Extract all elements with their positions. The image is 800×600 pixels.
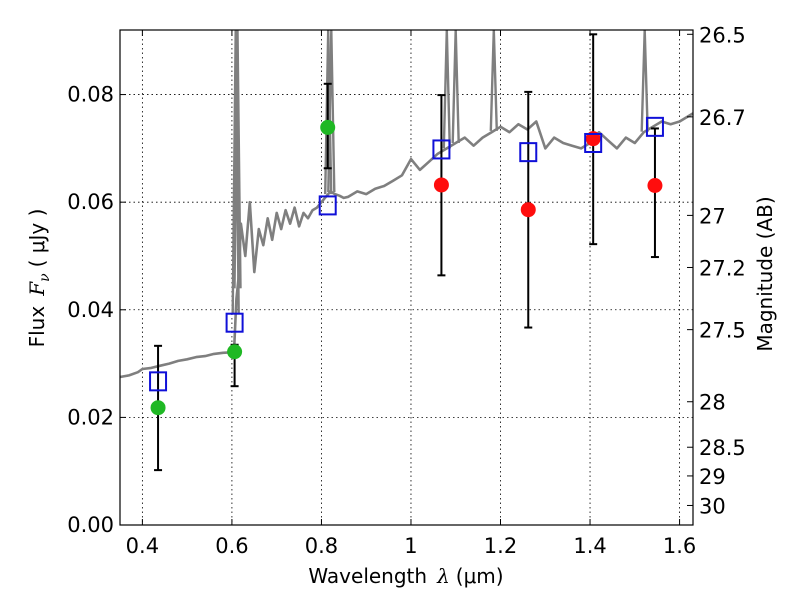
- grid: [120, 30, 693, 526]
- magnitude-tick-label: 30: [699, 494, 726, 518]
- x-tick-label: 0.8: [305, 534, 338, 558]
- model-photometry-square: [519, 142, 538, 163]
- magnitude-tick-label: 27.2: [699, 256, 746, 280]
- x-axis-label-text: Wavelength: [308, 564, 427, 588]
- data-point-circle: [520, 202, 536, 218]
- x-tick-label: 1.6: [663, 534, 696, 558]
- model-photometry-square: [645, 116, 664, 137]
- y-tick-label: 0.00: [67, 513, 114, 537]
- x-axis-label-symbol: λ: [436, 564, 450, 588]
- y-tick-label: 0.06: [67, 190, 114, 214]
- magnitude-tick-label: 28: [699, 391, 726, 415]
- y-axis-label: Flux Fν ( μJy ): [25, 209, 53, 348]
- model-photometry-square: [432, 139, 451, 160]
- magnitude-tick-label: 27: [699, 204, 726, 228]
- emission-line-spike: [489, 29, 498, 131]
- model-photometry-square: [225, 312, 244, 333]
- magnitude-tick-label: 26.7: [699, 106, 746, 130]
- data-point-circle: [320, 119, 336, 135]
- model-photometry-square: [584, 132, 603, 153]
- markers: [149, 116, 664, 416]
- y-axis-label-symbol: F: [25, 281, 49, 297]
- y-tick-label: 0.02: [67, 405, 114, 429]
- emission-line-spike: [451, 29, 460, 144]
- spectrum-line: [119, 112, 694, 379]
- x-tick-label: 1.2: [484, 534, 517, 558]
- model-photometry-square: [149, 371, 168, 392]
- magnitude-tick-label: 29: [699, 465, 726, 489]
- x-axis-label: Wavelength λ (μm): [308, 564, 503, 588]
- magnitude-axis-label: Magnitude (AB): [753, 196, 777, 351]
- x-tick-label: 1: [404, 534, 417, 558]
- y-tick-label: 0.04: [67, 298, 114, 322]
- plot-frame: [119, 29, 694, 526]
- data-point-circle: [227, 344, 243, 360]
- y-axis-label-text: Flux: [25, 306, 49, 348]
- y-axis-label-subscript: ν: [37, 273, 53, 282]
- x-tick-label: 0.4: [126, 534, 159, 558]
- data-point-circle: [647, 177, 663, 193]
- x-axis-label-unit: (μm): [456, 564, 504, 588]
- magnitude-tick-label: 27.5: [699, 319, 746, 343]
- y-axis-label-unit: ( μJy ): [25, 209, 49, 268]
- magnitude-tick-label: 26.5: [699, 23, 746, 47]
- emission-line-spike: [442, 29, 451, 149]
- model-photometry-square: [318, 195, 337, 216]
- y-tick-label: 0.08: [67, 83, 114, 107]
- model-spectrum: [119, 29, 694, 379]
- data-point-circle: [150, 400, 166, 416]
- data-point-circle: [433, 177, 449, 193]
- error-bars: [154, 33, 659, 472]
- x-tick-label: 1.4: [573, 534, 606, 558]
- x-tick-label: 0.6: [215, 534, 248, 558]
- magnitude-tick-label: 28.5: [699, 436, 746, 460]
- emission-line-spike: [640, 29, 649, 132]
- axis-ticks: 0.4 0.6 0.8 1 1.2 1.4 1.6 0.00 0.02 0.04 0.06 0.08 2…: [67, 23, 746, 558]
